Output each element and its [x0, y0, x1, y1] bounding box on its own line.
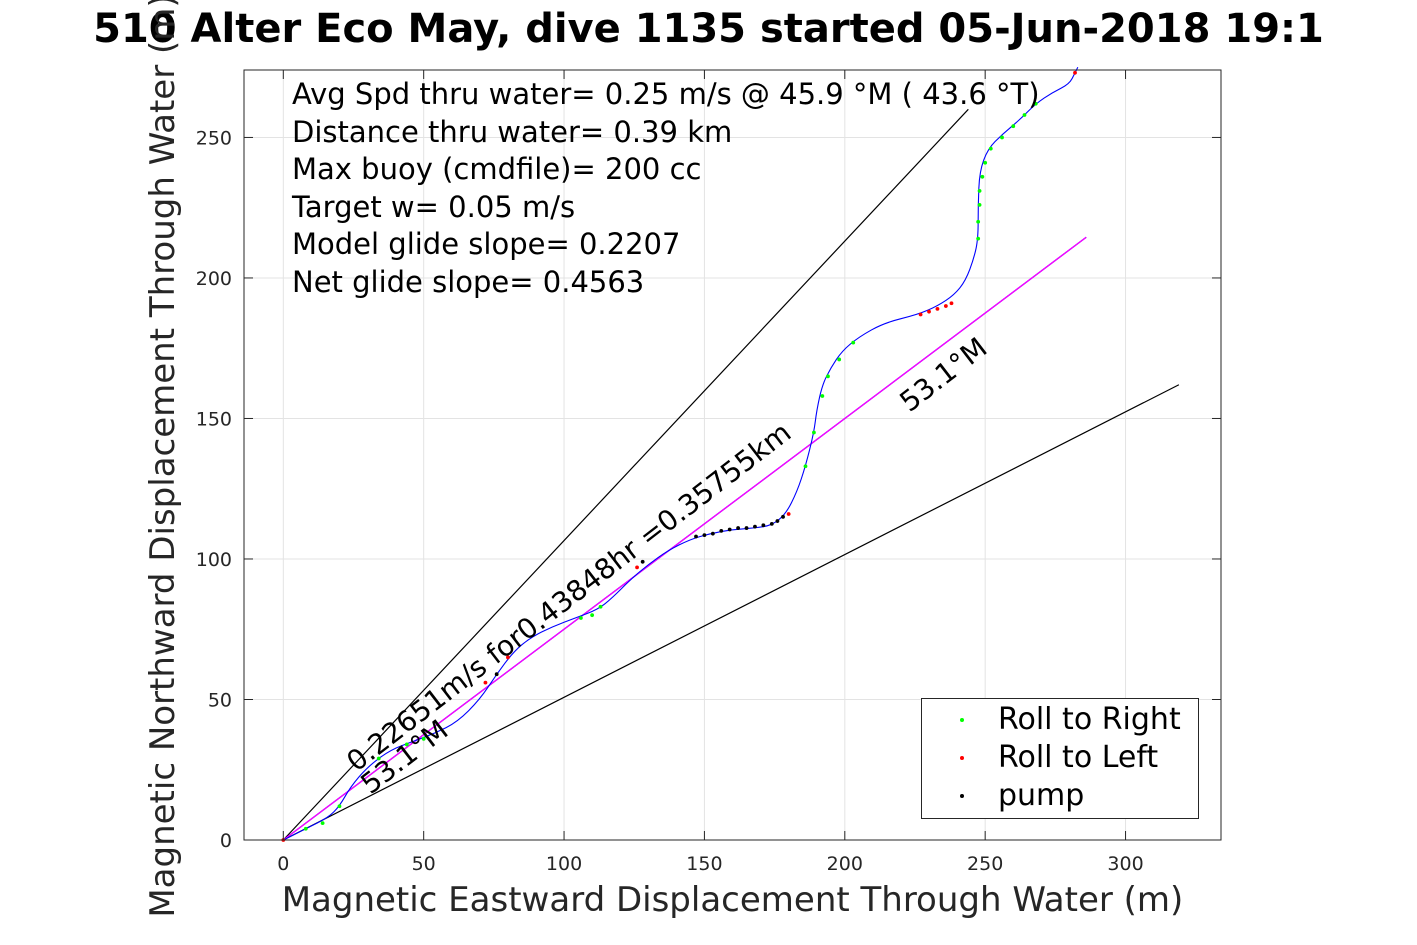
roll-right-marker [1000, 135, 1004, 140]
y-tick-label: 250 [196, 127, 232, 149]
roll-right-marker [303, 826, 308, 831]
roll-right-marker [988, 146, 993, 151]
roll-right-marker [1033, 101, 1038, 106]
roll-right-marker [404, 742, 409, 747]
roll-left-marker [483, 680, 488, 685]
x-tick-label: 100 [546, 853, 582, 875]
pump-marker [736, 526, 741, 530]
legend-entry-pump: pump [922, 777, 1198, 815]
pump-marker [719, 528, 724, 533]
y-tick-label: 150 [196, 408, 232, 430]
pump-marker [744, 526, 749, 530]
pump-marker [775, 519, 780, 523]
info-model-glide-slope: Model glide slope= 0.2207 [292, 227, 681, 261]
chart-title: 510 Alter Eco May, dive 1135 started 05-… [93, 6, 1324, 52]
roll-right-marker [980, 174, 985, 179]
roll-right-marker [598, 604, 603, 609]
roll-right-marker [976, 236, 981, 241]
y-tick-label: 50 [208, 689, 232, 711]
roll-right-marker [320, 821, 325, 826]
legend-label-roll-right: Roll to Right [998, 702, 1181, 737]
y-axis-label: Magnetic Northward Displacement Through … [143, 0, 183, 918]
roll-right-marker [977, 188, 982, 193]
roll-right-marker [1022, 113, 1027, 117]
roll-left-marker [918, 312, 923, 317]
pump-marker [753, 524, 757, 529]
info-distance: Distance thru water= 0.39 km [292, 114, 733, 149]
y-tick-label: 200 [196, 268, 232, 290]
pump-marker [727, 527, 732, 532]
pump-marker [640, 559, 645, 564]
roll-left-marker [786, 512, 791, 516]
pump-marker [710, 531, 715, 536]
roll-left-marker [635, 565, 639, 570]
legend-entry-roll-right: Roll to Right [922, 701, 1198, 739]
marker-layer [281, 70, 1077, 842]
roll-right-marker [820, 394, 825, 398]
pump-marker [702, 533, 707, 537]
legend-marker-pump [960, 794, 964, 798]
roll-right-marker [851, 340, 856, 345]
legend-label-roll-left: Roll to Left [998, 740, 1159, 775]
roll-right-marker [837, 357, 842, 362]
annotation-layer: 0.22651m/s for0.43848hr =0.35755km53.1°M… [340, 331, 993, 801]
roll-right-marker [803, 464, 808, 469]
roll-left-marker [943, 304, 948, 308]
info-target-w: Target w= 0.05 m/s [292, 189, 576, 224]
axes-box [243, 69, 1222, 841]
info-max-buoy: Max buoy (cmdfile)= 200 cc [292, 152, 702, 186]
reference-line [283, 384, 1180, 841]
roll-right-marker [590, 613, 595, 618]
roll-left-marker [506, 655, 510, 660]
legend: Roll to Right Roll to Left pump [921, 698, 1199, 819]
info-net-glide-slope: Net glide slope= 0.4563 [292, 264, 645, 299]
roll-right-marker [376, 756, 381, 761]
roll-left-marker [927, 309, 931, 314]
pump-marker [694, 534, 698, 539]
annotation-0: 0.22651m/s for0.43848hr =0.35755km [340, 416, 797, 778]
x-axis-label: Magnetic Eastward Displacement Through W… [281, 880, 1184, 920]
tick-layer: 0 50 100 150 200 250 300 0 50 100 150 200 250 [196, 70, 1221, 875]
roll-right-marker [337, 804, 342, 809]
info-avg-speed: Avg Spd thru water= 0.25 m/s @ 45.9 °M (… [292, 77, 1040, 111]
pump-marker [494, 672, 499, 677]
reference-line [282, 108, 969, 841]
roll-right-marker [578, 616, 583, 620]
pump-marker [761, 523, 766, 528]
pump-marker [781, 514, 785, 519]
x-tick-label: 50 [412, 853, 436, 875]
x-tick-label: 0 [277, 853, 289, 875]
x-tick-label: 150 [686, 853, 722, 875]
roll-right-marker [983, 160, 988, 165]
grid-lines [244, 70, 1221, 841]
roll-right-marker [976, 219, 981, 224]
legend-label-pump: pump [998, 778, 1085, 813]
y-tick-label: 100 [196, 549, 232, 571]
roll-right-marker [421, 736, 426, 741]
roll-left-marker [935, 306, 940, 311]
roll-left-marker [1073, 70, 1077, 75]
x-tick-label: 250 [967, 853, 1003, 875]
legend-entry-roll-left: Roll to Left [922, 739, 1198, 777]
roll-right-marker [977, 202, 982, 207]
info-box: Avg Spd thru water= 0.25 m/s @ 45.9 °M (… [292, 76, 1040, 301]
roll-right-marker [826, 374, 830, 379]
roll-right-marker [1011, 124, 1016, 129]
y-tick-label: 0 [220, 830, 232, 852]
x-tick-label: 200 [827, 853, 863, 875]
legend-marker-roll-left [960, 756, 964, 760]
pump-marker [769, 521, 774, 526]
roll-left-marker [949, 301, 954, 306]
x-tick-label: 300 [1107, 853, 1143, 875]
legend-marker-roll-right [960, 718, 964, 722]
roll-right-marker [812, 430, 816, 435]
